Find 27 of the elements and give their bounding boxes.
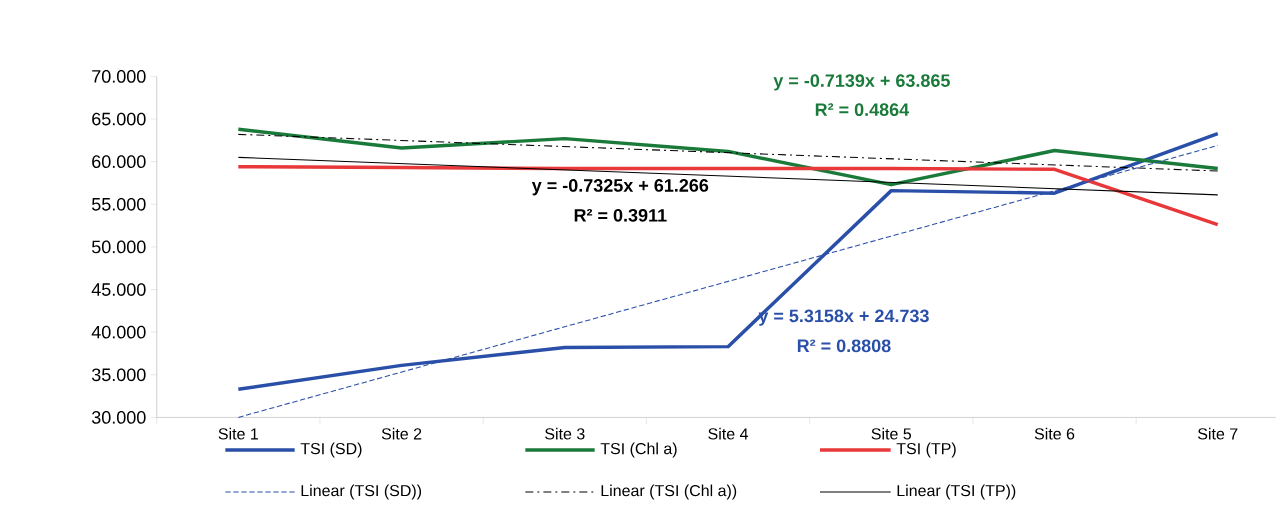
y-tick-label: 45.000: [91, 283, 146, 296]
y-tick-label: 60.000: [92, 155, 146, 169]
x-tick-label: Site 1: [218, 427, 258, 440]
x-tick-label: Site 6: [1034, 427, 1075, 440]
legend-label: Linear (TSI (SD)): [301, 484, 422, 500]
x-tick-label: Site 3: [545, 427, 585, 440]
x-tick-label: Site 4: [708, 427, 749, 440]
annotation: y = -0.7139x + 63.865: [773, 74, 950, 91]
y-tick-label: 65.000: [92, 112, 146, 126]
y-tick-label: 55.000: [91, 197, 146, 211]
y-tick-label: 35.000: [91, 368, 146, 382]
annotation: y = -0.7325x + 61.266: [531, 179, 709, 196]
legend-label: Linear (TSI (TP)): [897, 484, 1016, 500]
annotation: R² = 0.4864: [815, 103, 910, 116]
annotation: R² = 0.3911: [574, 208, 667, 222]
legend-label: TSI (Chl a): [600, 442, 677, 458]
y-tick-label: 30.000: [91, 411, 146, 424]
legend-label: Linear (TSI (Chl a)): [601, 484, 737, 500]
annotation: R² = 0.8808: [797, 339, 891, 353]
x-tick-label: Site 7: [1198, 427, 1238, 440]
legend-label: TSI (TP): [896, 442, 956, 458]
x-tick-label: Site 5: [871, 427, 912, 440]
x-tick-label: Site 2: [381, 427, 422, 440]
y-tick-label: 40.000: [91, 325, 146, 339]
legend-label: TSI (SD): [300, 442, 362, 458]
y-tick-label: 70.000: [92, 70, 146, 83]
y-tick-label: 50.000: [91, 240, 146, 254]
